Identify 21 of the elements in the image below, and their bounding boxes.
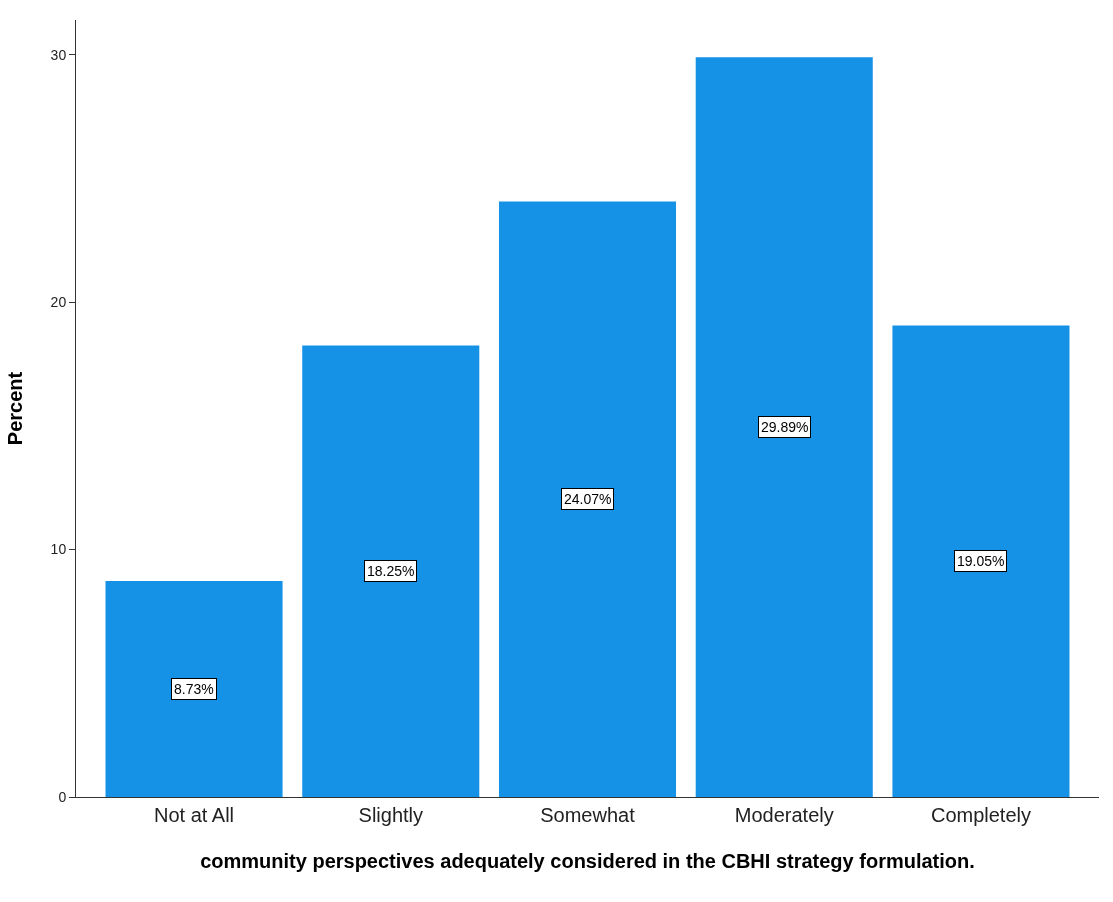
bar [105, 580, 283, 797]
y-tick-label: 10 [50, 541, 67, 558]
y-tick-label: 20 [50, 294, 67, 310]
x-tick-label: Not at All [154, 804, 235, 826]
y-axis-title: Percent [4, 371, 27, 446]
bar [695, 57, 873, 797]
data-label: 19.05% [957, 553, 1005, 569]
bar [498, 201, 677, 797]
y-tick-label: 30 [50, 46, 67, 63]
data-label: 18.25% [367, 563, 415, 579]
data-label: 29.89% [761, 419, 809, 435]
x-tick-label: Completely [930, 804, 1031, 826]
x-axis-title: community perspectives adequately considered in the CBHI strategy formulation. [200, 849, 975, 872]
data-label: 24.07% [564, 491, 612, 507]
y-tick-label: 0 [58, 788, 67, 805]
bar [302, 345, 480, 797]
x-tick-label: Somewhat [540, 804, 636, 826]
x-tick-label: Slightly [358, 804, 424, 826]
bar [892, 325, 1070, 797]
x-tick-label: Moderately [734, 804, 834, 826]
data-label: 8.73% [174, 681, 214, 697]
